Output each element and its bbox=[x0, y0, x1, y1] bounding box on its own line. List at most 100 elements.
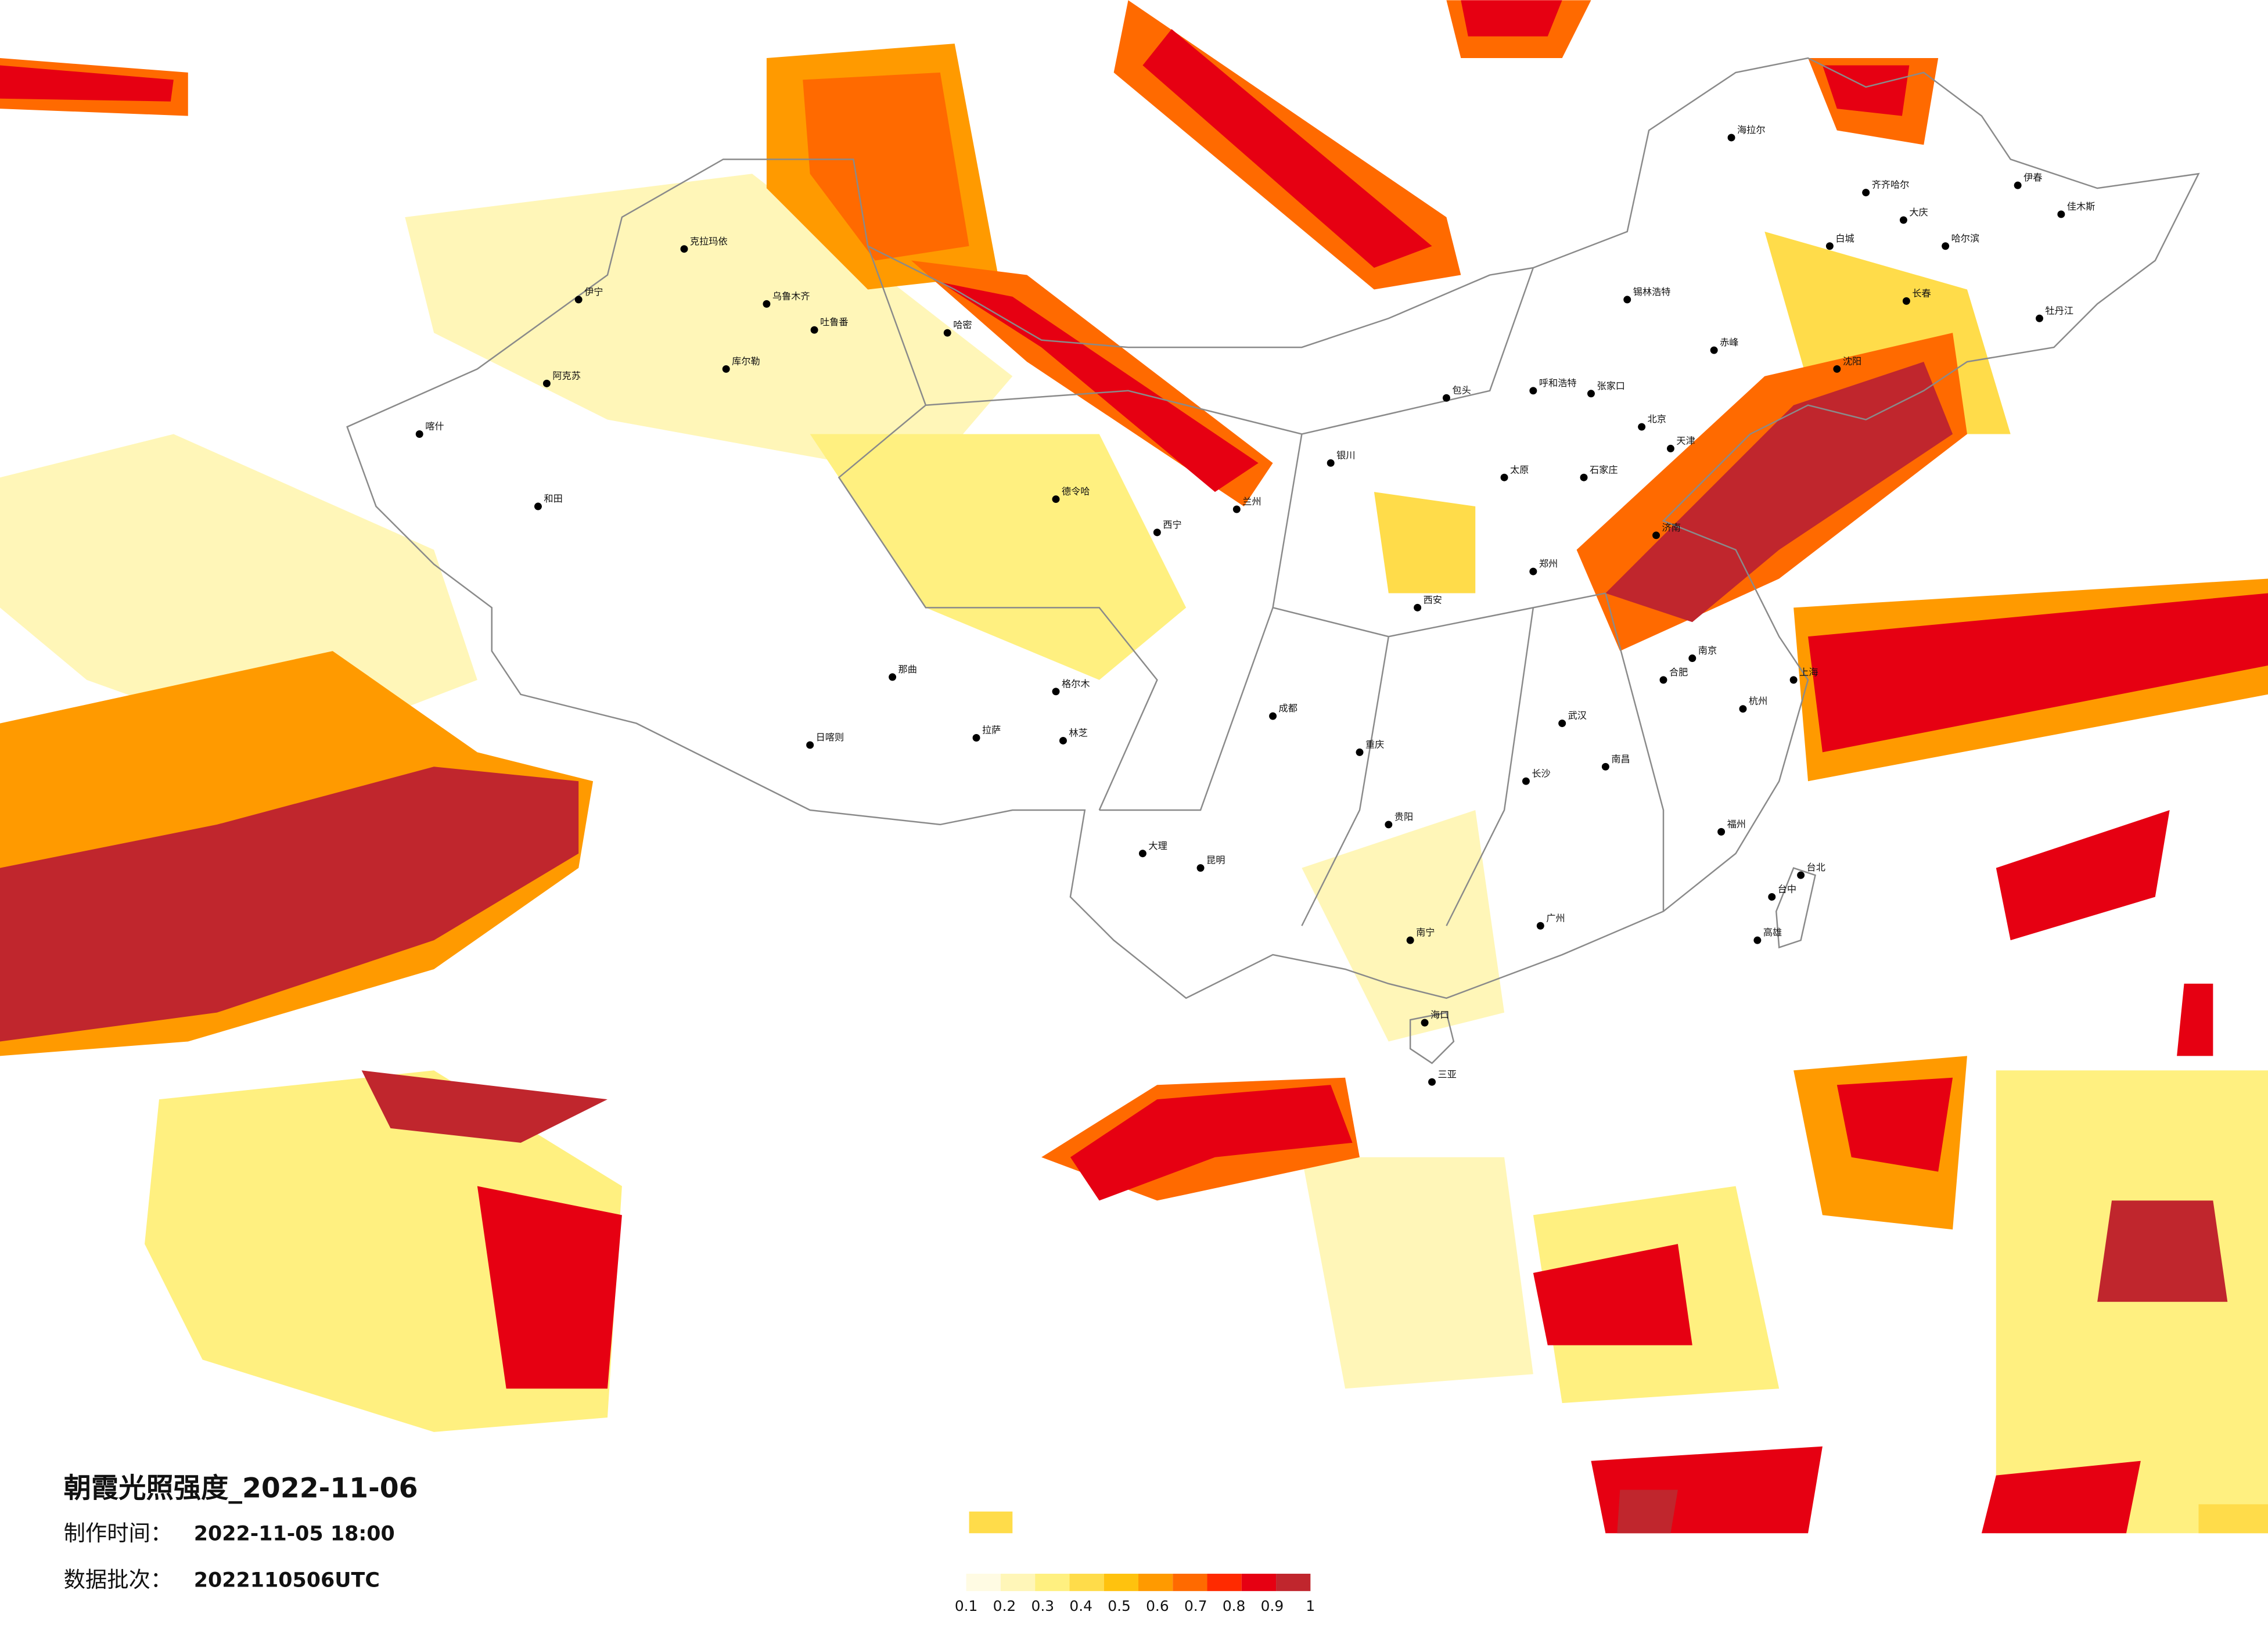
city-dot bbox=[1327, 459, 1335, 467]
heat-patch bbox=[1142, 29, 1432, 268]
city-label: 台中 bbox=[1778, 883, 1796, 894]
city-dot bbox=[534, 502, 542, 510]
heat-patch bbox=[477, 1186, 622, 1389]
city-label: 太原 bbox=[1510, 464, 1529, 475]
city-dot bbox=[1825, 242, 1834, 250]
city-dot bbox=[1385, 821, 1393, 829]
city-label: 克拉玛依 bbox=[690, 236, 728, 247]
city-dot bbox=[1717, 828, 1726, 836]
heat-patch bbox=[0, 65, 174, 102]
city-label: 长春 bbox=[1912, 287, 1931, 298]
city-label: 昆明 bbox=[1206, 855, 1225, 866]
city-label: 西宁 bbox=[1163, 519, 1181, 530]
legend-swatch bbox=[1241, 1573, 1277, 1591]
legend-swatch bbox=[1069, 1573, 1104, 1591]
city-dot bbox=[574, 296, 583, 304]
city-label: 南昌 bbox=[1611, 753, 1630, 764]
legend: 0.1 0.2 0.3 0.4 0.5 0.6 0.7 0.8 0.9 1 bbox=[955, 1573, 1315, 1614]
city-dot bbox=[1052, 495, 1060, 503]
city-label: 齐齐哈尔 bbox=[1872, 179, 1910, 190]
city-label: 南京 bbox=[1698, 645, 1717, 656]
city-label: 佳木斯 bbox=[2067, 201, 2096, 212]
city-label: 郑州 bbox=[1539, 558, 1558, 569]
heat-patch bbox=[803, 72, 969, 261]
title: 朝霞光照强度_2022-11-06 bbox=[64, 1473, 418, 1505]
city-dot bbox=[1421, 1019, 1429, 1027]
city-label: 贵阳 bbox=[1394, 811, 1413, 822]
city-dot bbox=[1536, 922, 1544, 930]
city-label: 哈尔滨 bbox=[1951, 233, 1980, 244]
city-label: 武汉 bbox=[1568, 710, 1587, 721]
legend-tick-label: 0.2 bbox=[993, 1598, 1016, 1614]
city-label: 乌鲁木齐 bbox=[772, 290, 810, 301]
city-label: 拉萨 bbox=[982, 725, 1001, 736]
city-dot bbox=[1833, 365, 1841, 373]
city-dot bbox=[1406, 936, 1414, 944]
city-dot bbox=[1052, 688, 1060, 696]
legend-swatch bbox=[1138, 1573, 1173, 1591]
border bbox=[346, 57, 2200, 999]
heat-patch bbox=[1302, 810, 1505, 1042]
heat-patch bbox=[1374, 492, 1476, 593]
city-label: 赤峰 bbox=[1720, 337, 1738, 348]
city-label: 锡林浩特 bbox=[1633, 286, 1671, 297]
heat-patch bbox=[1070, 1085, 1353, 1201]
legend-tick-label: 0.9 bbox=[1261, 1598, 1284, 1614]
batch-value: 2022110506UTC bbox=[194, 1569, 380, 1592]
city-label: 三亚 bbox=[1437, 1069, 1456, 1080]
legend-swatch bbox=[1104, 1573, 1138, 1591]
city-dot bbox=[1196, 864, 1205, 872]
city-dot bbox=[1529, 387, 1537, 395]
city-label: 呼和浩特 bbox=[1539, 377, 1577, 388]
city-dot bbox=[2036, 314, 2043, 322]
legend-swatch bbox=[1173, 1573, 1207, 1591]
heat-patch bbox=[1836, 1077, 1953, 1172]
city-label: 海拉尔 bbox=[1737, 124, 1766, 135]
city-dot bbox=[1652, 531, 1660, 539]
heat-patch bbox=[361, 1070, 608, 1143]
city-dot bbox=[810, 326, 818, 334]
city-label: 德令哈 bbox=[1062, 486, 1090, 497]
city-label: 张家口 bbox=[1597, 380, 1625, 391]
heat-patch bbox=[940, 282, 1259, 492]
city-dot bbox=[1442, 394, 1450, 402]
city-dot bbox=[943, 329, 951, 337]
city-label: 成都 bbox=[1279, 703, 1297, 714]
heat-patch bbox=[2097, 1200, 2228, 1302]
legend-tick-label: 0.7 bbox=[1184, 1598, 1207, 1614]
legend-tick-label: 1 bbox=[1306, 1598, 1315, 1614]
heat-patch bbox=[1461, 0, 1562, 37]
heat-patch bbox=[1981, 1460, 2141, 1534]
city-dot bbox=[1153, 528, 1161, 537]
city-label: 包头 bbox=[1452, 384, 1471, 395]
city-dot bbox=[1789, 676, 1798, 684]
legend-tick-label: 0.1 bbox=[955, 1598, 978, 1614]
legend-tick-label: 0.8 bbox=[1223, 1598, 1246, 1614]
city-dot bbox=[1269, 712, 1277, 720]
legend-tick-label: 0.3 bbox=[1031, 1598, 1055, 1614]
legend-swatch bbox=[1000, 1573, 1036, 1591]
city-label: 伊宁 bbox=[584, 286, 603, 297]
heat-patch bbox=[1533, 1244, 1692, 1346]
city-dot bbox=[1797, 871, 1805, 879]
city-label: 银川 bbox=[1336, 449, 1355, 461]
city-label: 库尔勒 bbox=[732, 355, 760, 366]
city-dot bbox=[806, 741, 814, 749]
city-label: 高雄 bbox=[1763, 927, 1782, 938]
city-label: 石家庄 bbox=[1590, 464, 1618, 475]
city-dot bbox=[722, 365, 730, 373]
city-label: 哈密 bbox=[953, 319, 972, 330]
city-dot bbox=[1529, 567, 1537, 575]
batch-label: 数据批次： bbox=[64, 1567, 172, 1592]
city-label: 吐鲁番 bbox=[820, 316, 849, 328]
city-dot bbox=[1601, 762, 1609, 771]
heat-patch bbox=[1822, 65, 1910, 116]
city-label: 白城 bbox=[1835, 233, 1854, 244]
city-dot bbox=[2014, 181, 2022, 189]
city-label: 重庆 bbox=[1365, 739, 1384, 750]
heat-patch bbox=[1302, 1157, 1533, 1389]
city-dot bbox=[972, 734, 980, 742]
city-label: 伊春 bbox=[2023, 172, 2042, 183]
